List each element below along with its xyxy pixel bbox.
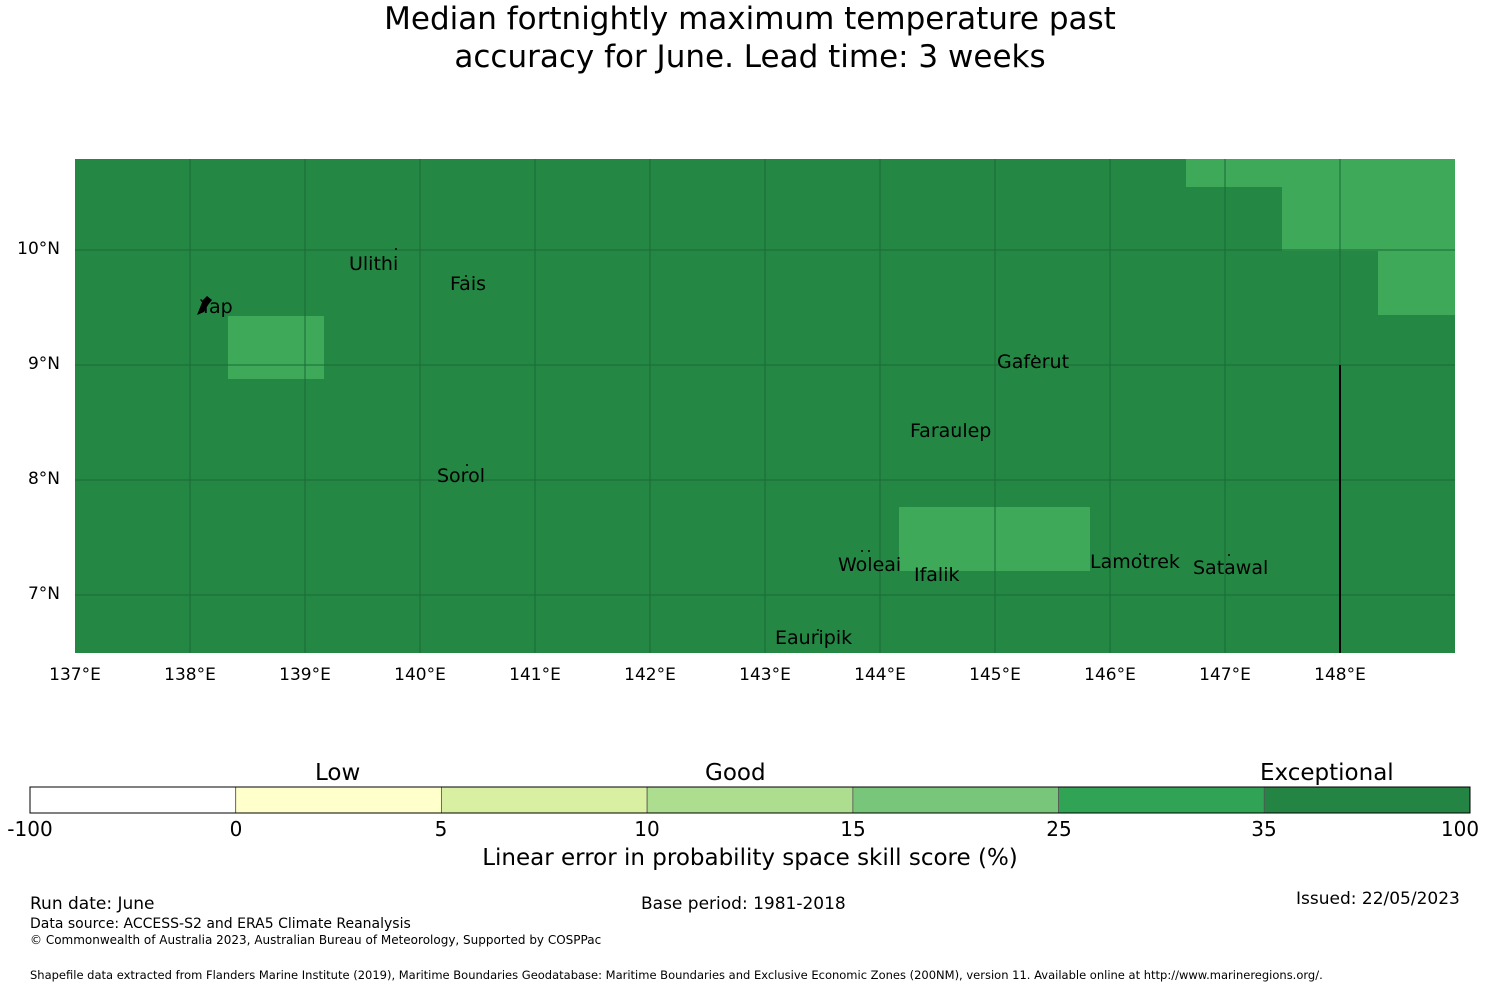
colorbar-category-exceptional: Exceptional [1260,760,1394,786]
colorbar-tick-label: 10 [634,817,660,841]
run-date: Run date: June [30,894,155,914]
colorbar-tick-label: 25 [1046,817,1072,841]
colorbar-outline [29,786,1471,814]
colorbar-category-good: Good [705,760,766,786]
issued-date: Issued: 22/05/2023 [1296,889,1460,909]
data-source: Data source: ACCESS-S2 and ERA5 Climate … [30,916,411,932]
title-line-2: accuracy for June. Lead time: 3 weeks [454,39,1046,75]
place-label-sorol: Sorol [437,465,485,487]
island-dot [1034,355,1036,357]
island-dot [868,550,870,552]
island-dot [817,629,819,631]
colorbar-label: Linear error in probability space skill … [482,845,1018,871]
lon-label: 139°E [279,665,331,685]
island-dot [465,275,467,277]
island-markers [197,248,1230,631]
lat-label: 9°N [27,354,60,374]
colorbar [29,786,1471,814]
map-cell [1378,250,1455,315]
shapefile-credit: Shapefile data extracted from Flanders M… [30,968,1323,982]
lon-label: 137°E [49,665,101,685]
map-cell [1282,186,1455,251]
colorbar-segment [1058,786,1265,814]
lon-label: 146°E [1084,665,1136,685]
colorbar-tick-label: 15 [840,817,866,841]
place-label-ulithi: Ulithi [349,253,399,275]
colorbar-tick-label: 5 [434,817,448,841]
colorbar-category-low: Low [315,760,361,786]
lon-label: 141°E [509,665,561,685]
place-label-eauripik: Eauripik [775,627,853,649]
map-cell [1186,159,1455,187]
lat-label: 8°N [27,469,60,489]
lon-label: 148°E [1314,665,1366,685]
map-title: Median fortnightly maximum temperature p… [0,0,1500,76]
colorbar-segment [235,786,442,814]
place-label-gaferut: Gaferut [997,351,1070,373]
colorbar-tick-label: 0 [229,817,243,841]
lon-label: 143°E [739,665,791,685]
colorbar-segment [441,786,648,814]
colorbar-segment [29,786,237,814]
lat-label: 10°N [17,239,60,259]
lon-label: 142°E [624,665,676,685]
lon-label: 144°E [854,665,906,685]
copyright: © Commonwealth of Australia 2023, Austra… [30,933,602,947]
lon-label: 138°E [164,665,216,685]
colorbar-tick-label: -100 [7,817,53,841]
colorbar-tick-label: 100 [1440,817,1480,841]
island-dot [395,248,397,250]
colorbar-tick-label: 35 [1251,817,1277,841]
island-dot [466,464,468,466]
lon-label: 147°E [1199,665,1251,685]
island-dot [1139,553,1141,555]
island-dot [861,550,863,552]
colorbar-segment [646,786,854,814]
island-dot [954,426,956,428]
place-label-yap: Yap [200,296,233,318]
place-label-satawal: Satawal [1193,557,1269,579]
title-line-1: Median fortnightly maximum temperature p… [384,1,1116,37]
place-label-faraulep: Faraulep [910,420,992,442]
place-label-fais: Fais [450,273,487,295]
island-dot [1228,554,1230,556]
lat-label: 7°N [27,584,60,604]
lon-label: 145°E [969,665,1021,685]
place-label-ifalik: Ifalik [914,564,960,586]
map-cell [228,316,324,379]
lon-label: 140°E [394,665,446,685]
colorbar-segment [852,786,1059,814]
place-label-woleai: Woleai [838,554,902,576]
yap-island-shape [197,296,212,315]
place-label-lamotrek: Lamotrek [1090,551,1180,573]
base-period: Base period: 1981-2018 [641,894,846,914]
colorbar-segment [1263,786,1471,814]
